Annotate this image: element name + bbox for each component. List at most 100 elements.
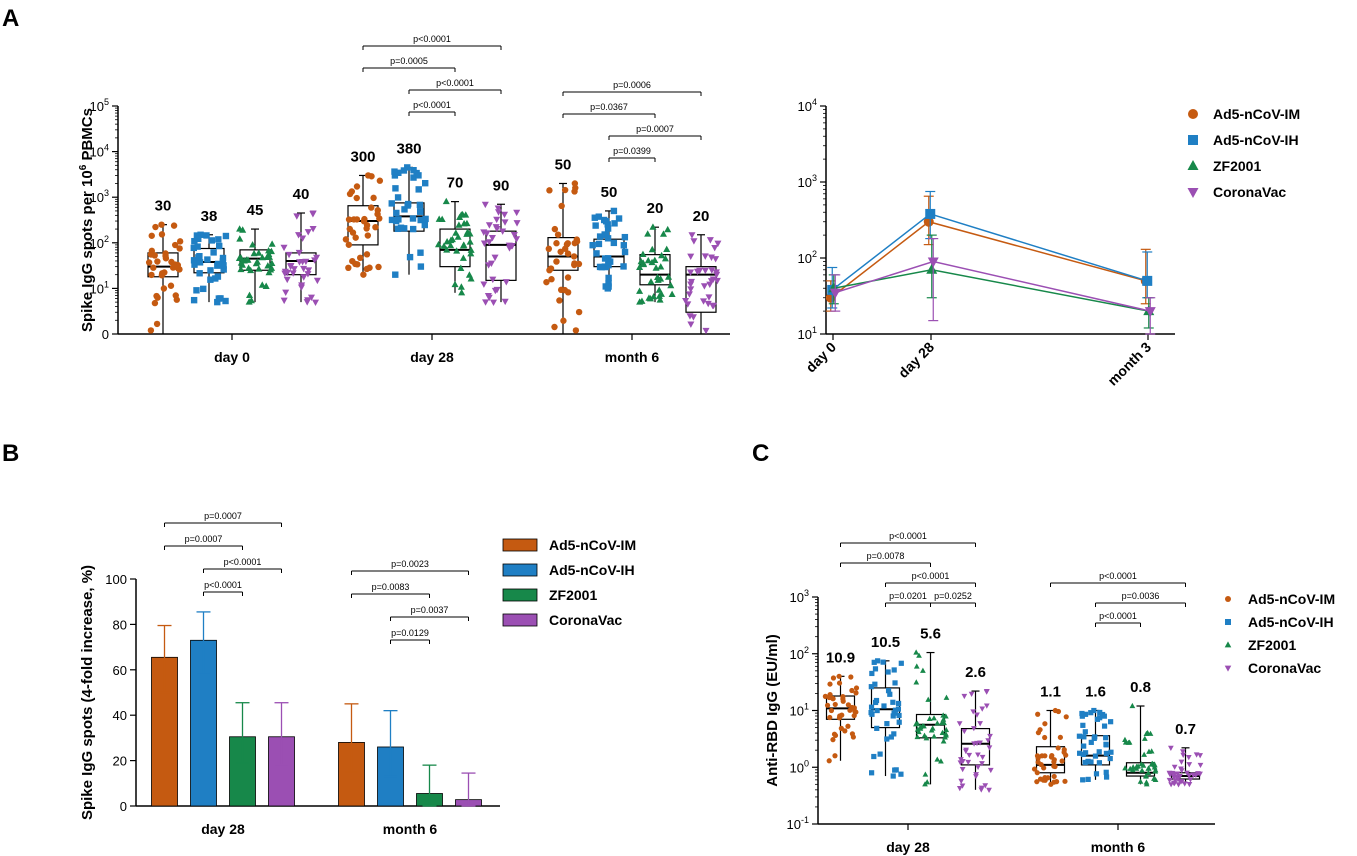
data-point	[1031, 766, 1038, 772]
data-point	[249, 241, 257, 248]
data-point	[422, 215, 429, 223]
median-value-label: 45	[247, 202, 264, 219]
data-point	[968, 691, 975, 697]
data-point	[711, 244, 719, 252]
data-point	[928, 727, 935, 733]
p-value-bracket-label: p=0.0201	[889, 591, 927, 601]
data-point	[615, 215, 623, 222]
data-point	[487, 260, 495, 267]
data-point	[363, 251, 371, 258]
data-point	[236, 235, 244, 242]
data-point	[621, 248, 629, 256]
data-point	[939, 729, 946, 735]
data-point	[1080, 751, 1087, 758]
data-point	[690, 238, 698, 245]
data-point	[264, 262, 272, 269]
data-point	[304, 297, 312, 304]
data-point	[896, 712, 902, 719]
data-point	[665, 273, 673, 280]
data-point	[924, 779, 931, 785]
data-point	[828, 707, 835, 714]
data-point	[305, 267, 313, 274]
data-point	[167, 282, 175, 289]
data-point	[571, 260, 578, 267]
data-point	[460, 241, 468, 248]
data-point	[1108, 719, 1114, 725]
series-marker	[926, 263, 938, 274]
data-point	[959, 759, 966, 765]
data-point	[926, 715, 933, 721]
data-point	[400, 167, 408, 174]
data-point	[374, 210, 381, 218]
legend-a-marker-1	[1188, 135, 1198, 145]
data-point	[190, 257, 198, 264]
data-point	[668, 290, 676, 298]
data-point	[207, 267, 214, 274]
data-point	[421, 221, 428, 229]
data-point	[1042, 721, 1048, 727]
data-point	[453, 247, 461, 254]
data-point	[169, 264, 177, 271]
data-point	[1079, 710, 1085, 717]
data-point	[851, 705, 857, 711]
data-point	[913, 679, 920, 685]
data-point	[1139, 767, 1145, 773]
data-point	[917, 725, 924, 731]
data-point	[1037, 727, 1043, 733]
data-point	[360, 271, 367, 278]
data-point	[174, 261, 182, 269]
data-point	[458, 288, 466, 296]
data-point	[965, 759, 972, 766]
data-point	[620, 242, 628, 249]
data-point	[712, 269, 720, 276]
data-point	[938, 758, 944, 764]
y-tick-label: 101	[790, 702, 809, 719]
data-point	[892, 680, 898, 686]
data-point	[352, 260, 359, 268]
data-point	[554, 231, 562, 238]
data-point	[190, 244, 198, 252]
data-point	[510, 232, 518, 239]
p-value-bracket-label: p=0.0036	[1122, 591, 1160, 601]
median-value-label: 300	[350, 148, 375, 165]
data-point	[442, 197, 450, 205]
median-value-label: 0.7	[1175, 721, 1196, 738]
data-point	[827, 691, 833, 698]
data-point	[884, 736, 890, 742]
data-point	[620, 263, 627, 270]
data-point	[1129, 767, 1136, 773]
legend-c-marker-2	[1224, 641, 1232, 648]
p-value-bracket-label: p<0.0001	[1099, 571, 1137, 581]
data-point	[1148, 748, 1155, 754]
data-point	[1051, 759, 1057, 765]
data-point	[409, 215, 417, 222]
data-point	[845, 702, 851, 708]
data-point	[391, 172, 399, 179]
data-point	[220, 266, 227, 273]
data-point	[353, 216, 361, 223]
data-point	[824, 702, 831, 708]
data-point	[959, 783, 966, 789]
data-point	[268, 240, 276, 247]
data-point	[237, 265, 245, 273]
data-point	[595, 240, 603, 248]
data-point	[237, 259, 245, 266]
data-point	[1137, 778, 1144, 784]
data-point	[304, 229, 312, 236]
data-point	[869, 670, 875, 677]
legend-b-swatch-0	[502, 538, 538, 552]
legend-b-swatch-2	[502, 588, 538, 602]
p-value-bracket-label: p=0.0078	[867, 551, 905, 561]
data-point	[885, 669, 891, 675]
data-point	[601, 255, 609, 262]
data-point	[440, 242, 448, 249]
data-point	[888, 734, 894, 740]
data-point	[265, 268, 273, 276]
data-point	[986, 787, 992, 793]
data-point	[394, 225, 402, 233]
data-point	[871, 753, 877, 760]
data-point	[685, 291, 693, 298]
data-point	[564, 240, 572, 247]
data-point	[467, 249, 475, 257]
y-tick-label: 104	[798, 97, 817, 114]
